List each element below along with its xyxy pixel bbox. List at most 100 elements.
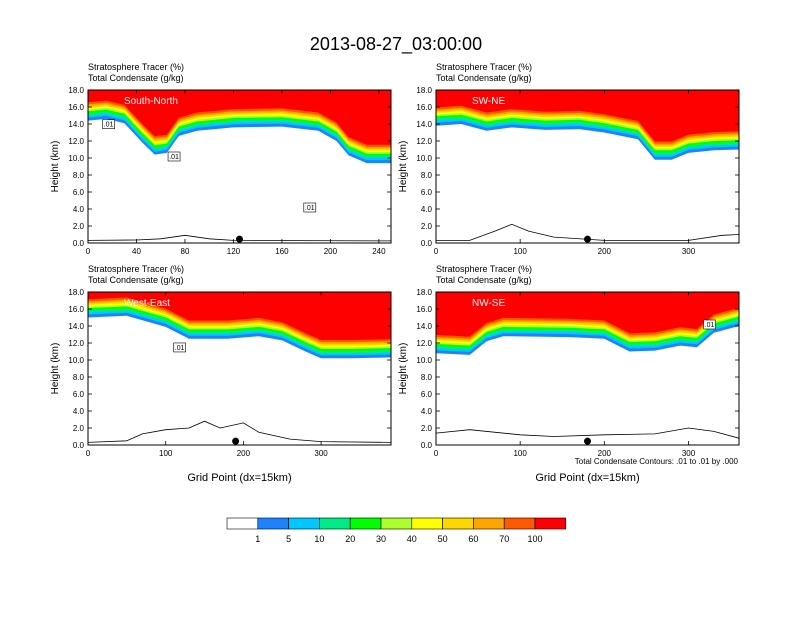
colorbar-label: 50 [438,534,448,544]
plot-area [436,90,739,243]
tracer-layer-10 [88,90,391,145]
plot-area: .01 [436,292,739,445]
colorbar-swatch-6 [411,517,443,530]
x-tick-label: 100 [159,449,173,458]
x-tick-label: 200 [324,247,338,256]
tracer-layer-10 [436,90,739,142]
y-tick-label: 18.0 [416,288,432,297]
y-tick-label: 6.0 [73,188,85,197]
panel-subtitle-condensate: Total Condensate (g/kg) [436,275,532,285]
contour-label-box [703,319,716,330]
x-tick-label: 120 [227,247,241,256]
colorbar-label: 1 [255,534,260,544]
colorbar-swatch-1 [257,517,289,530]
panel-nw-se: Stratosphere Tracer (%)Total Condensate … [398,264,740,484]
location-marker [236,235,243,243]
x-tick-label: 80 [181,247,190,256]
y-tick-label: 10.0 [416,356,432,365]
panel-title: West-East [124,298,170,309]
y-tick-label: 4.0 [421,407,433,416]
colorbar-label: 60 [468,534,478,544]
x-tick-label: 160 [275,247,289,256]
terrain-line [436,223,739,241]
tracer-layer-10 [436,292,739,337]
x-tick-label: 0 [434,449,439,458]
y-tick-label: 14.0 [68,322,84,331]
y-tick-label: 6.0 [73,390,85,399]
y-tick-label: 16.0 [68,305,84,314]
contour-label-box [303,202,317,213]
tracer-layer-10 [88,292,391,340]
y-tick-label: 10.0 [416,154,432,163]
colorbar-swatch-4 [349,517,382,530]
x-tick-label: 0 [86,449,91,458]
colorbar-swatch-8 [473,517,505,530]
y-tick-label: 16.0 [68,103,84,112]
contour-note: Total Condensate Contours: .01 to .01 by… [575,457,739,466]
panel-subtitle-tracer: Stratosphere Tracer (%) [436,264,532,274]
colorbar-swatch-3 [319,517,351,530]
plot-area: .01 [88,292,391,445]
y-tick-label: 4.0 [73,205,85,214]
y-tick-label: 0.0 [421,441,433,450]
y-tick-label: 2.0 [73,424,85,433]
y-tick-label: 10.0 [68,154,84,163]
y-tick-label: 10.0 [68,356,84,365]
x-tick-label: 0 [86,247,91,256]
y-tick-label: 6.0 [421,188,433,197]
colorbar-swatch-2 [288,517,320,530]
figure-title: 2013-08-27_03:00:00 [310,34,482,55]
terrain-line [88,420,391,443]
colorbar-label: 40 [407,534,417,544]
x-tick-label: 300 [682,247,696,256]
y-tick-label: 4.0 [73,407,85,416]
x-tick-label: 300 [682,449,696,458]
contour-label: .01 [169,154,179,161]
y-tick-label: 14.0 [416,322,432,331]
colorbar-swatch-5 [380,517,413,530]
y-axis-label: Height (km) [50,343,61,395]
contour-label: .01 [104,122,114,129]
x-tick-label: 0 [434,247,439,256]
x-tick-label: 200 [237,449,251,458]
x-axis-label: Grid Point (dx=15km) [535,472,639,484]
contour-label-box [173,342,186,353]
y-tick-label: 12.0 [68,137,84,146]
location-marker [584,437,591,445]
plot-frame [435,291,740,446]
panel-subtitle-tracer: Stratosphere Tracer (%) [88,62,184,72]
y-tick-label: 18.0 [68,288,84,297]
panel-subtitle-condensate: Total Condensate (g/kg) [88,73,184,83]
panel-sw-ne: Stratosphere Tracer (%)Total Condensate … [398,62,740,256]
y-axis-label: Height (km) [50,141,61,193]
colorbar-label: 100 [527,534,542,544]
y-tick-label: 8.0 [421,373,433,382]
terrain-line [436,427,739,439]
colorbar-label: 5 [286,534,291,544]
y-tick-label: 16.0 [416,305,432,314]
y-tick-label: 12.0 [68,339,84,348]
x-tick-label: 200 [598,449,612,458]
colorbar: 1 5 10 20 30 40 50 60 70 100 [226,517,567,544]
y-tick-label: 18.0 [68,86,84,95]
y-tick-label: 14.0 [416,120,432,129]
contour-label: .01 [705,322,715,329]
panel-subtitle-condensate: Total Condensate (g/kg) [88,275,184,285]
location-marker [232,437,240,445]
colorbar-label: 30 [376,534,386,544]
plot-frame [87,89,392,244]
colorbar-label: 70 [499,534,509,544]
y-tick-label: 6.0 [421,390,433,399]
y-tick-label: 2.0 [421,222,433,231]
y-tick-label: 0.0 [421,239,433,248]
contour-label: .01 [175,345,185,352]
x-axis-label: Grid Point (dx=15km) [187,472,291,484]
y-tick-label: 12.0 [416,137,432,146]
y-tick-label: 2.0 [73,222,85,231]
colorbar-label: 10 [314,534,324,544]
y-tick-label: 16.0 [416,103,432,112]
panel-subtitle-tracer: Stratosphere Tracer (%) [436,62,532,72]
colorbar-label: 20 [345,534,355,544]
y-tick-label: 12.0 [416,339,432,348]
colorbar-swatch-10 [534,517,567,530]
